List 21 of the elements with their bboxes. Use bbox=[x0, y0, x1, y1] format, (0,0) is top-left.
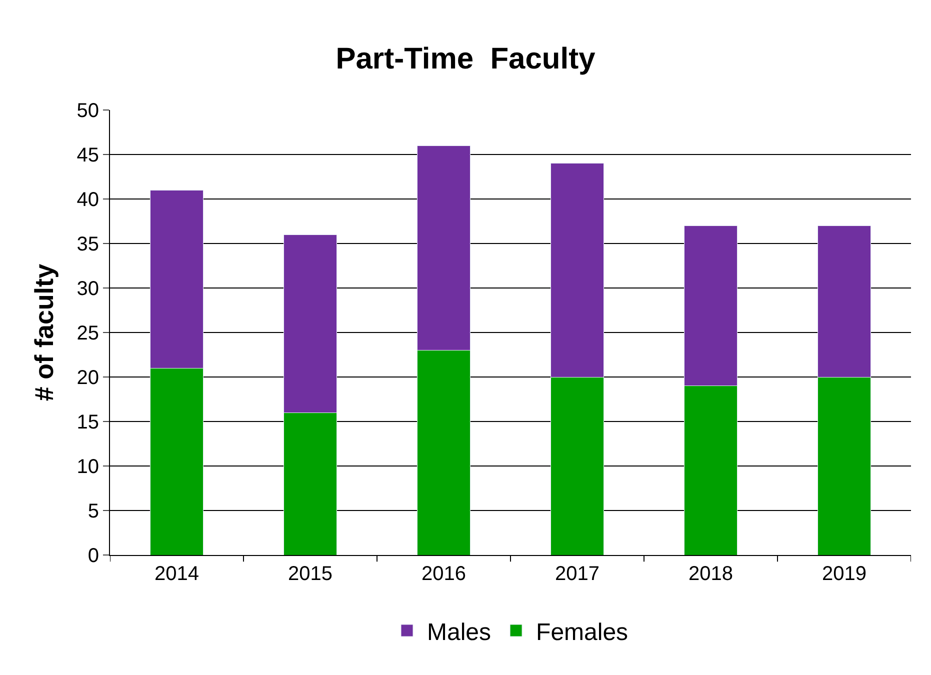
y-tick-label: 45 bbox=[76, 144, 99, 166]
y-tick-label: 30 bbox=[76, 278, 99, 300]
chart-title: Part-Time Faculty bbox=[336, 42, 596, 76]
y-tick-label: 20 bbox=[76, 367, 99, 389]
y-tick-label: 40 bbox=[76, 189, 99, 211]
y-tick-label: 25 bbox=[76, 322, 99, 344]
x-tick-label: 2016 bbox=[422, 563, 466, 585]
y-tick-label: 5 bbox=[88, 500, 99, 522]
legend-label: Males bbox=[427, 618, 492, 646]
y-tick-label: 15 bbox=[76, 412, 99, 434]
y-tick-label: 35 bbox=[76, 234, 99, 256]
y-tick-label: 10 bbox=[76, 456, 99, 478]
y-axis-title: # of faculty bbox=[29, 263, 60, 402]
x-tick-label: 2014 bbox=[154, 563, 199, 585]
legend-label: Females bbox=[536, 618, 628, 646]
y-tick-label: 0 bbox=[88, 545, 99, 567]
x-tick-label: 2015 bbox=[288, 563, 332, 585]
x-tick-label: 2019 bbox=[822, 563, 866, 585]
x-tick-label: 2018 bbox=[688, 563, 733, 585]
y-tick-label: 50 bbox=[76, 100, 99, 122]
x-tick-label: 2017 bbox=[555, 563, 600, 585]
